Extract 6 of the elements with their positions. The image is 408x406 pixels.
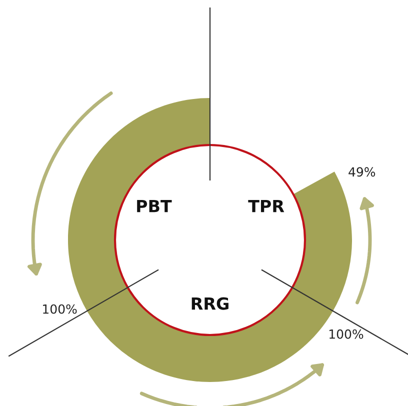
category-label: PBT [137,200,172,212]
data-label: 49% [348,167,376,177]
category-label: TPR [248,200,284,212]
data-label: 100% [329,329,364,339]
category-label: RRG [192,297,228,310]
data-label: 100% [43,304,77,314]
